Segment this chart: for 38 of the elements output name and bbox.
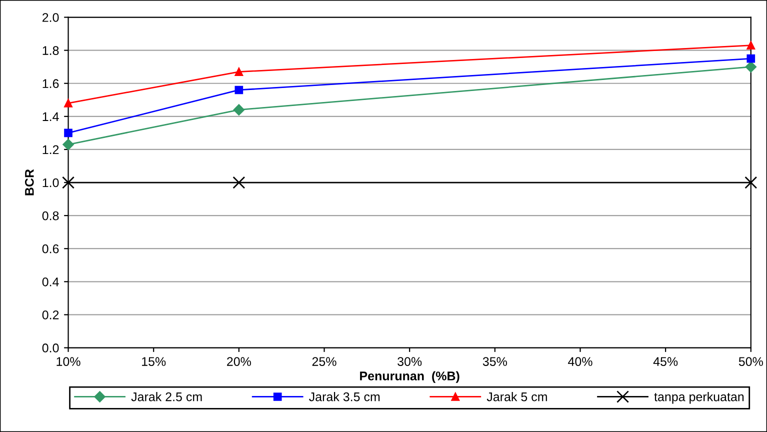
x-tick-label: 35% — [482, 357, 507, 366]
y-tick-label: 1.8 — [42, 46, 59, 55]
legend-label: tanpa perkuatan — [654, 392, 744, 404]
point — [745, 61, 756, 72]
x-tick-label: 45% — [653, 357, 678, 366]
x-tick-label: 20% — [227, 357, 251, 366]
y-tick-label: 1.6 — [42, 79, 59, 88]
x-tick-label: 40% — [568, 357, 592, 366]
point — [234, 68, 244, 76]
point — [62, 138, 74, 150]
point — [746, 54, 756, 63]
x-tick-label: 30% — [398, 357, 422, 366]
y-tick-label: 0.2 — [42, 310, 59, 320]
y-tick-label: 1.4 — [42, 112, 59, 121]
y-tick-label: 0.4 — [42, 277, 59, 286]
point — [744, 176, 758, 189]
legend-label: Jarak 2.5 cm — [131, 392, 202, 402]
x-axis-title: Penurunan (%B) — [360, 371, 460, 383]
point — [232, 176, 246, 189]
y-tick-label: 1.2 — [42, 145, 59, 154]
y-tick-label: 1.0 — [42, 178, 59, 188]
x-tick-label: 25% — [312, 357, 336, 366]
y-axis-title: BCR — [24, 169, 34, 196]
y-tick-label: 2.0 — [42, 13, 59, 22]
point — [234, 86, 244, 94]
x-tick-label: 15% — [142, 357, 166, 366]
x-tick-label: 50% — [738, 357, 763, 366]
y-tick-label: 0.0 — [42, 344, 59, 352]
y-tick-label: 0.6 — [42, 244, 59, 254]
y-tick-label: 0.8 — [42, 211, 59, 220]
x-tick-label: 10% — [56, 357, 80, 366]
point — [746, 41, 756, 50]
point — [62, 176, 75, 189]
point — [64, 128, 72, 138]
point — [233, 104, 245, 116]
point — [64, 99, 72, 108]
legend-label: Jarak 5 cm — [486, 392, 547, 402]
legend-label: Jarak 3.5 cm — [309, 392, 380, 402]
